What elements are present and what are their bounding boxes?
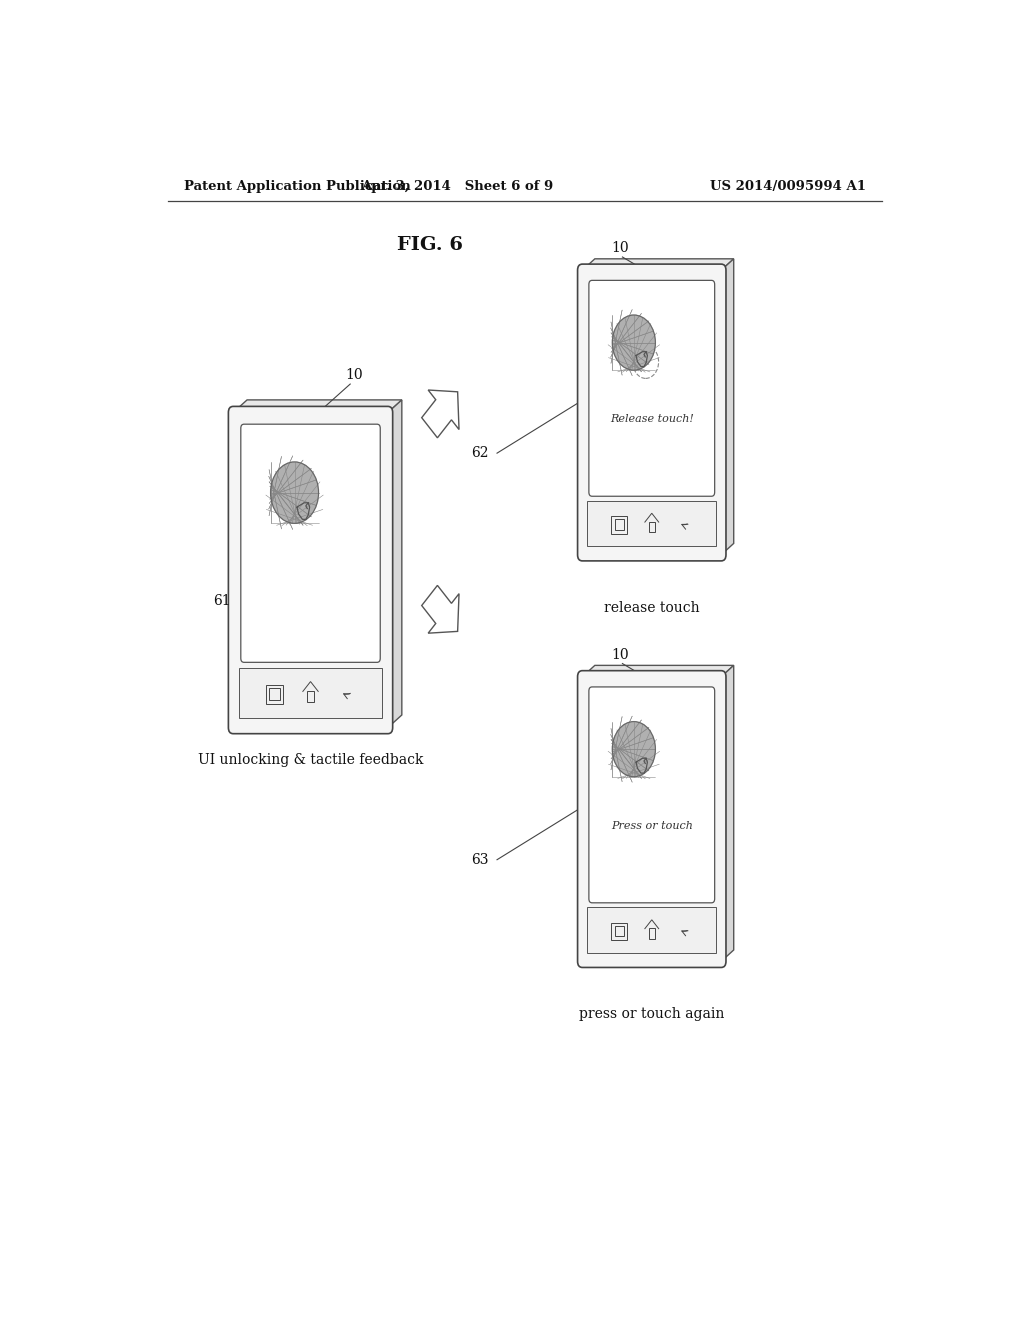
Text: 61: 61 [214, 594, 231, 607]
Bar [587, 907, 717, 953]
Text: UI unlocking & tactile feedback: UI unlocking & tactile feedback [198, 752, 423, 767]
Bar [614, 519, 625, 529]
Polygon shape [422, 585, 459, 634]
Polygon shape [233, 400, 401, 412]
Text: Patent Application Publication: Patent Application Publication [183, 181, 411, 193]
FancyBboxPatch shape [241, 424, 380, 663]
FancyBboxPatch shape [589, 686, 715, 903]
Text: press or touch again: press or touch again [580, 1007, 724, 1022]
Text: release touch: release touch [604, 601, 699, 615]
Bar [265, 685, 284, 705]
Polygon shape [721, 665, 734, 961]
Bar [614, 925, 625, 936]
FancyBboxPatch shape [578, 671, 726, 968]
Bar [587, 500, 717, 546]
Text: 10: 10 [611, 648, 629, 661]
Bar [307, 692, 313, 702]
Bar [649, 928, 654, 939]
Bar [611, 923, 628, 940]
Polygon shape [583, 665, 734, 677]
Polygon shape [721, 259, 734, 554]
Text: 62: 62 [472, 446, 489, 461]
FancyBboxPatch shape [578, 264, 726, 561]
Text: 10: 10 [611, 242, 629, 255]
Text: Press or touch: Press or touch [611, 821, 692, 832]
FancyBboxPatch shape [589, 280, 715, 496]
Text: Apr. 3, 2014   Sheet 6 of 9: Apr. 3, 2014 Sheet 6 of 9 [361, 181, 553, 193]
Bar [239, 668, 383, 718]
Bar [269, 688, 280, 700]
Text: 63: 63 [472, 853, 489, 867]
Circle shape [270, 462, 318, 523]
Bar [649, 521, 654, 532]
Circle shape [612, 722, 655, 776]
Polygon shape [583, 259, 734, 271]
Circle shape [612, 315, 655, 370]
Text: US 2014/0095994 A1: US 2014/0095994 A1 [710, 181, 866, 193]
Bar [611, 516, 628, 533]
Polygon shape [388, 400, 401, 727]
FancyBboxPatch shape [228, 407, 392, 734]
Polygon shape [422, 389, 459, 438]
Text: Release touch!: Release touch! [610, 414, 693, 425]
Text: 10: 10 [345, 368, 362, 381]
Text: FIG. 6: FIG. 6 [396, 236, 463, 253]
